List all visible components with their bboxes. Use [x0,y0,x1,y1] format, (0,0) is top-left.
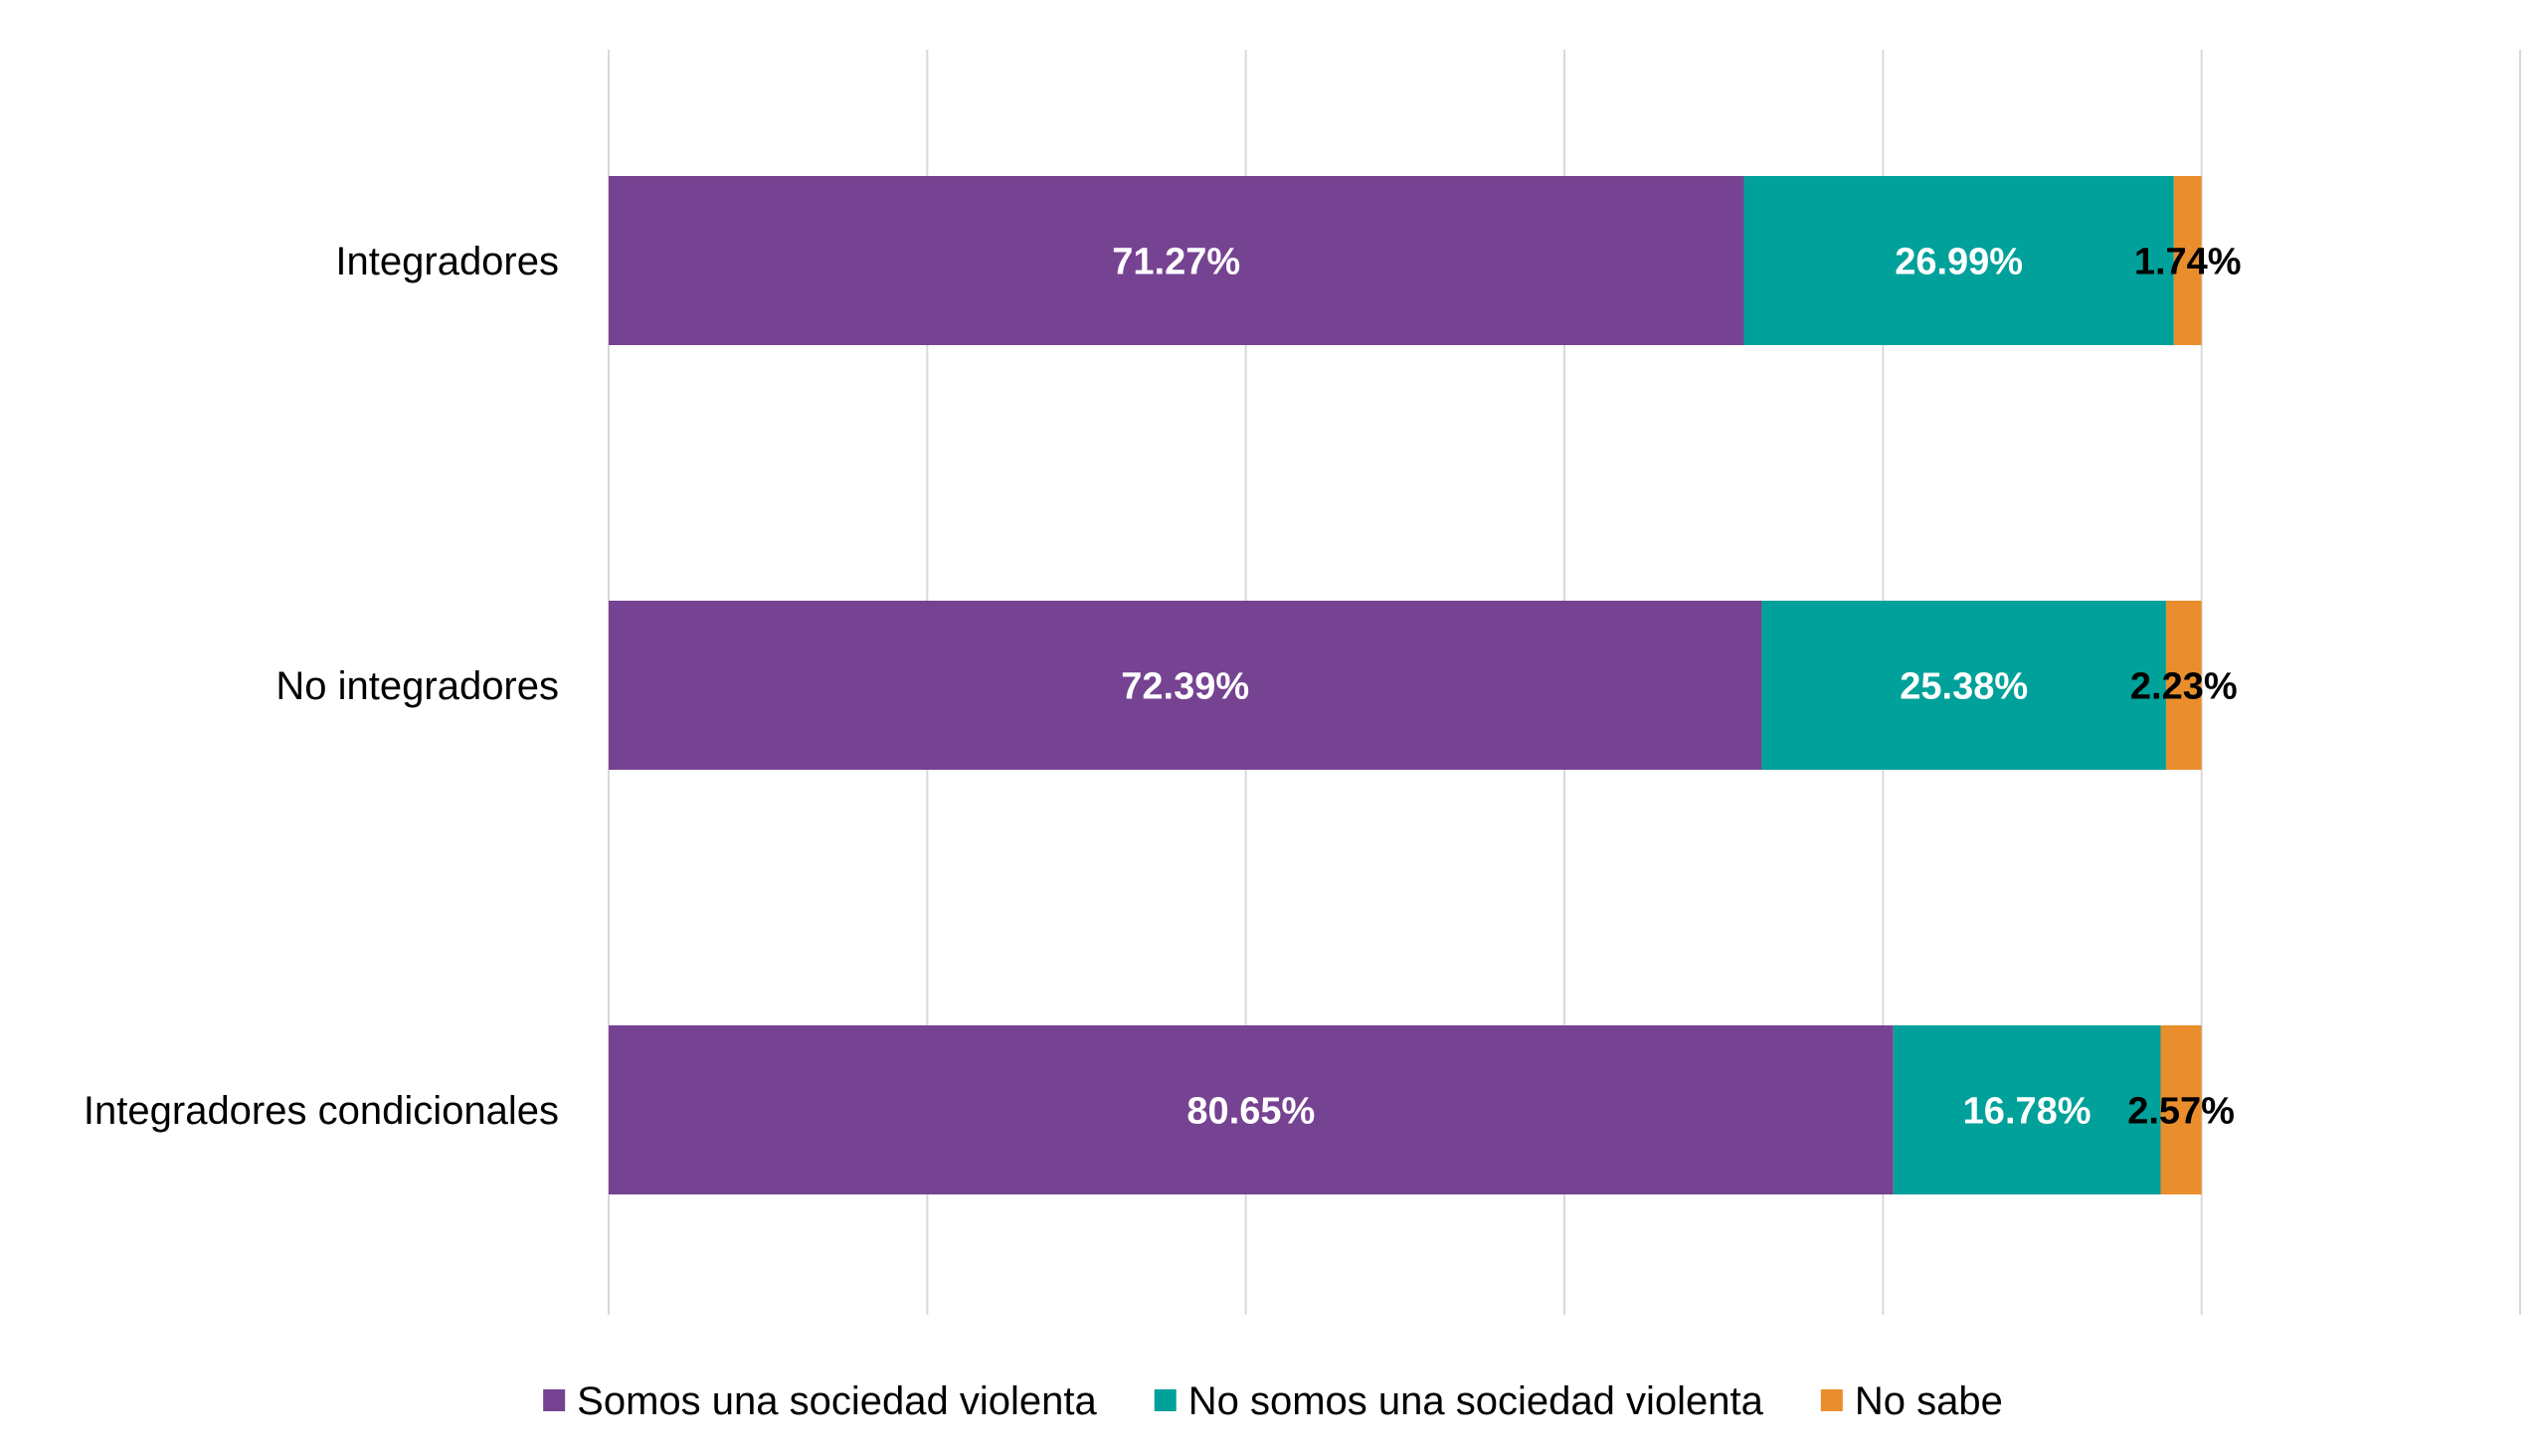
category-label-1: Integradores [335,240,559,283]
data-label-1-2: 72.39% [1121,666,1249,708]
data-label-2-1: 26.99% [1895,242,2023,283]
data-labels: 71.27% 26.99% 1.74% 72.39% 25.38% 2.23% 80.65%… [1112,242,2241,1133]
data-label-3-3: 2.57% [2127,1091,2235,1133]
legend-swatch-3 [1820,1389,1843,1411]
bar-segment-2-1 [1743,176,2174,345]
data-label-3-2: 2.23% [2130,666,2238,708]
legend-swatch-2 [1154,1389,1177,1411]
legend-item-2: No somos una sociedad violenta [1154,1379,1764,1423]
bar-segment-3-1 [2173,176,2202,345]
legend-item-1: Somos una sociedad violenta [543,1379,1097,1423]
category-label-2: No integradores [275,664,559,708]
legend-swatch-1 [543,1389,566,1411]
bar-segment-1-1 [609,176,1744,345]
data-label-1-1: 71.27% [1112,242,1240,283]
legend: Somos una sociedad violenta No somos una … [543,1379,2003,1423]
legend-label-1: Somos una sociedad violenta [577,1379,1097,1423]
data-label-1-3: 80.65% [1186,1091,1315,1133]
data-label-3-1: 1.74% [2134,242,2242,283]
legend-label-3: No sabe [1855,1379,2003,1423]
legend-item-3: No sabe [1820,1379,2003,1423]
data-label-2-2: 25.38% [1900,666,2028,708]
bar-segment-2-3 [1893,1025,2161,1194]
bars [609,176,2202,1194]
bar-segment-1-3 [609,1025,1894,1194]
legend-label-2: No somos una sociedad violenta [1188,1379,1764,1423]
bar-segment-3-2 [2165,601,2202,770]
category-label-3: Integradores condicionales [84,1089,559,1133]
data-label-2-3: 16.78% [1963,1091,2091,1133]
bar-segment-1-2 [609,601,1762,770]
category-labels: Integradores No integradores Integradores … [84,240,559,1133]
bar-segment-2-2 [1761,601,2166,770]
bar-segment-3-3 [2160,1025,2202,1194]
